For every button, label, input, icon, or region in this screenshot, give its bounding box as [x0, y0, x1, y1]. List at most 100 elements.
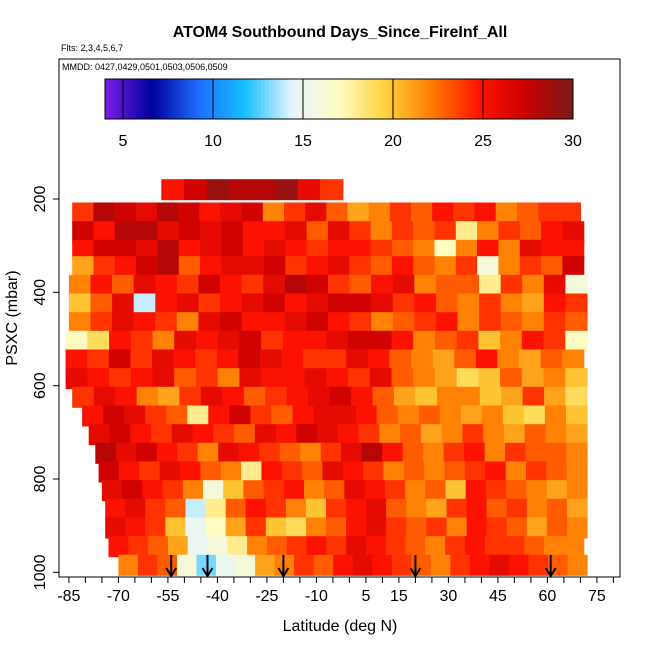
heatmap-cell — [302, 461, 324, 483]
heatmap-cell — [406, 498, 427, 520]
heatmap-cell — [199, 202, 222, 224]
heatmap-cell — [245, 517, 267, 539]
heatmap-cell — [478, 330, 501, 352]
heatmap-cell — [151, 424, 173, 446]
colorbar-tick-label: 25 — [474, 133, 492, 150]
colorbar-swatch — [194, 79, 200, 119]
heatmap-cell — [282, 330, 306, 352]
heatmap-cell — [286, 536, 308, 558]
heatmap-cell — [385, 536, 407, 558]
heatmap-cell — [114, 202, 137, 224]
heatmap-cell — [349, 239, 372, 261]
colorbar-swatch — [296, 79, 301, 119]
colorbar-swatch — [186, 79, 192, 119]
heatmap-cell — [519, 256, 542, 278]
heatmap-cell — [475, 349, 498, 371]
heatmap-cell — [207, 536, 228, 558]
heatmap-cell — [435, 293, 459, 315]
heatmap-cell — [469, 554, 490, 576]
heatmap-cell — [136, 386, 159, 408]
heatmap-cell — [391, 221, 414, 243]
heatmap-cell — [206, 179, 230, 201]
heatmap-layer-row — [72, 221, 585, 243]
heatmap-cell — [112, 312, 135, 334]
heatmap-cell — [90, 312, 113, 334]
heatmap-cell — [105, 498, 126, 520]
heatmap-cell — [320, 179, 344, 201]
heatmap-cell — [87, 368, 110, 390]
colorbar-tick-label: 20 — [384, 133, 402, 150]
colorbar-swatch — [311, 79, 317, 119]
colorbar-swatch — [140, 79, 145, 119]
heatmap-cell — [200, 461, 222, 483]
colorbar-swatch — [331, 79, 336, 119]
heatmap-cell — [178, 256, 201, 278]
heatmap-cell — [173, 349, 196, 371]
heatmap-cell — [349, 256, 372, 278]
colorbar-swatch — [284, 79, 289, 119]
colorbar-swatch — [417, 79, 422, 119]
heatmap-layer-row — [72, 386, 588, 408]
heatmap-cell — [423, 442, 445, 464]
heatmap-cell — [364, 480, 386, 502]
colorbar-swatch — [249, 79, 254, 119]
heatmap-cell — [250, 405, 272, 427]
heatmap-cell — [341, 442, 363, 464]
heatmap-cell — [285, 256, 308, 278]
heatmap-cell — [485, 480, 507, 502]
colorbar-swatch — [257, 79, 262, 119]
heatmap-layer-row — [82, 405, 588, 427]
heatmap-cell — [361, 442, 383, 464]
colorbar-swatch — [288, 79, 293, 119]
heatmap-cell — [565, 330, 588, 352]
heatmap-cell — [281, 461, 303, 483]
heatmap-cell — [526, 517, 548, 539]
heatmap-cell — [192, 424, 214, 446]
heatmap-cell — [187, 536, 209, 558]
heatmap-cell — [498, 256, 521, 278]
heatmap-cell — [565, 312, 588, 334]
heatmap-layer-row — [88, 424, 588, 446]
heatmap-cell — [125, 498, 146, 520]
heatmap-cell — [546, 517, 568, 539]
colorbar-swatch — [237, 79, 242, 119]
colorbar-swatch — [339, 79, 344, 119]
heatmap-cell — [379, 424, 401, 446]
heatmap-cell — [93, 239, 116, 261]
heatmap-cell — [155, 293, 178, 315]
heatmap-cell — [137, 554, 158, 576]
heatmap-cell — [148, 536, 169, 558]
heatmap-cell — [546, 480, 568, 502]
profile-arrow — [544, 555, 557, 578]
heatmap-layer-row — [72, 202, 581, 224]
profile-arrow-head — [544, 567, 557, 578]
heatmap-cell — [304, 330, 327, 352]
heatmap-cell — [195, 330, 219, 352]
colorbar-swatch — [105, 79, 110, 119]
heatmap-cell — [239, 368, 262, 390]
heatmap-cell — [326, 202, 349, 224]
colorbar-swatch — [300, 79, 305, 119]
heatmap-cell — [178, 202, 200, 224]
heatmap-cell — [103, 405, 125, 427]
heatmap-cell — [72, 202, 94, 224]
colorbar-swatch — [370, 79, 375, 119]
colorbar-swatch — [128, 79, 133, 119]
heatmap-cell — [326, 368, 349, 390]
colorbar-swatch — [253, 79, 258, 119]
x-tick-label: -25 — [255, 588, 278, 605]
heatmap-cell — [525, 442, 547, 464]
heatmap-cell — [176, 274, 199, 296]
heatmap-cell — [185, 517, 207, 539]
colorbar-swatch — [280, 79, 285, 119]
heatmap-cell — [391, 368, 414, 390]
heatmap-cell — [222, 386, 245, 408]
heatmap-cell — [479, 293, 502, 315]
colorbar-swatch — [459, 79, 465, 119]
heatmap-cell — [283, 480, 305, 502]
heatmap-cell — [563, 536, 585, 558]
heatmap-cell — [389, 349, 412, 371]
heatmap-cell — [152, 330, 175, 352]
colorbar-swatch — [545, 79, 551, 119]
heatmap-cell — [261, 368, 284, 390]
